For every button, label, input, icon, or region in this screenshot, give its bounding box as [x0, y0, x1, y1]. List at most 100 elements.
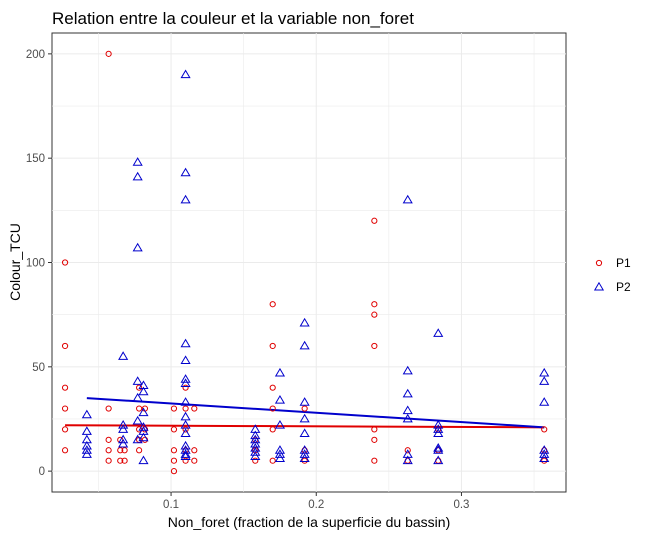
point-p1: [61, 384, 69, 391]
point-p1: [191, 447, 198, 454]
legend-key-p2: [593, 281, 605, 291]
point-p2: [539, 397, 550, 406]
point-p1: [61, 259, 69, 266]
y-tick-label: 150: [26, 153, 45, 165]
data-points: [61, 50, 550, 475]
point-p1: [170, 447, 178, 454]
point-p2: [539, 445, 550, 454]
point-p2: [402, 405, 413, 415]
point-p2: [402, 413, 413, 423]
point-p2: [118, 434, 129, 444]
point-p1: [105, 50, 112, 57]
point-p2: [132, 415, 143, 425]
point-p1: [541, 457, 548, 464]
point-p2: [539, 376, 550, 385]
point-p1: [170, 426, 178, 433]
point-p1: [269, 426, 276, 433]
point-p1: [541, 426, 548, 433]
y-tick-label: 100: [26, 258, 45, 270]
y-tick-label: 200: [26, 49, 45, 61]
point-p2: [138, 407, 149, 417]
point-p2: [132, 242, 143, 252]
point-p1: [371, 311, 378, 318]
point-p2: [250, 443, 261, 452]
point-p2: [180, 167, 191, 177]
point-p2: [433, 443, 444, 452]
point-p2: [250, 438, 261, 448]
point-p2: [433, 428, 444, 438]
point-p1: [269, 384, 276, 391]
point-p2: [274, 445, 286, 454]
x-tick-label: 0.3: [453, 499, 469, 511]
point-p2: [81, 426, 92, 435]
point-p1: [170, 405, 178, 412]
x-axis-title: Non_foret (fraction de la superficie du …: [168, 514, 450, 530]
y-axis-ticks: 0 50 100 150 200: [26, 49, 52, 478]
point-p2: [138, 432, 149, 442]
point-p2: [250, 434, 261, 444]
legend-key-p1: [595, 259, 603, 267]
y-axis-title: Colour_TCU: [7, 223, 23, 301]
point-p2: [274, 453, 286, 463]
point-p2: [132, 376, 143, 385]
point-p2: [81, 445, 92, 454]
point-p1: [191, 405, 198, 412]
point-p1: [371, 426, 378, 433]
point-p1: [170, 468, 178, 475]
point-p2: [180, 69, 191, 79]
legend-label-p1: P1: [616, 256, 631, 270]
point-p1: [61, 426, 69, 433]
point-p2: [274, 395, 286, 404]
point-p2: [274, 420, 286, 429]
point-p2: [118, 420, 129, 429]
point-p2: [299, 453, 310, 463]
point-p2: [180, 194, 191, 204]
point-p1: [371, 436, 378, 443]
chart-title: Relation entre la couleur et la variable…: [52, 9, 414, 28]
point-p2: [180, 428, 191, 438]
point-p1: [371, 457, 378, 464]
point-p2: [118, 438, 129, 448]
point-p2: [132, 392, 143, 402]
y-tick-label: 0: [39, 466, 45, 478]
point-p2: [433, 445, 444, 454]
point-p2: [299, 445, 310, 454]
x-tick-label: 0.1: [163, 499, 179, 511]
point-p2: [81, 449, 92, 458]
point-p1: [301, 457, 308, 464]
point-p1: [182, 384, 189, 391]
point-p1: [105, 457, 112, 464]
legend: P1 P2: [593, 256, 631, 294]
point-p2: [180, 374, 191, 383]
point-p2: [433, 455, 444, 465]
point-p1: [371, 342, 378, 350]
point-p1: [404, 447, 411, 454]
point-p2: [132, 171, 143, 181]
point-p1: [61, 342, 69, 350]
trend-line-p2: [86, 397, 545, 429]
point-p1: [121, 457, 128, 464]
point-p1: [191, 457, 198, 464]
point-p1: [105, 405, 112, 412]
point-p1: [301, 405, 308, 412]
point-p1: [182, 405, 189, 412]
point-p2: [250, 447, 261, 456]
point-p2: [180, 355, 191, 364]
point-p2: [539, 453, 550, 463]
point-p1: [269, 342, 276, 350]
point-p2: [250, 451, 261, 460]
point-p2: [433, 420, 444, 429]
point-p2: [299, 413, 310, 423]
point-p2: [539, 367, 550, 377]
point-p1: [170, 457, 178, 464]
point-p1: [269, 405, 276, 412]
point-p1: [117, 447, 124, 454]
point-p1: [182, 426, 189, 433]
point-p2: [180, 440, 191, 450]
point-p2: [180, 397, 191, 406]
point-p2: [402, 194, 413, 204]
point-p2: [118, 424, 129, 433]
point-p2: [299, 317, 310, 327]
point-p2: [118, 351, 129, 360]
